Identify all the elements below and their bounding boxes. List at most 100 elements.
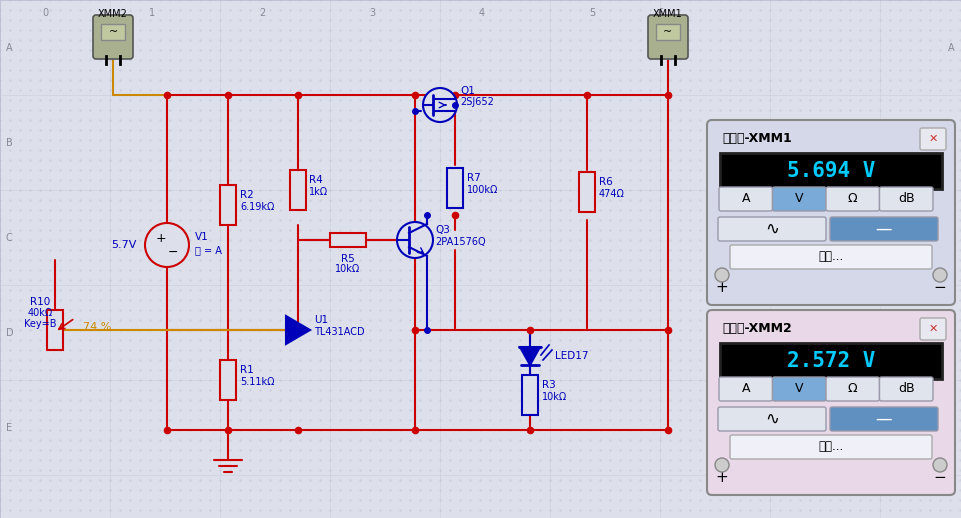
Text: 5: 5	[589, 8, 595, 18]
Bar	[447, 168, 463, 208]
Text: dB: dB	[898, 193, 915, 206]
Text: 100kΩ: 100kΩ	[467, 185, 499, 195]
Text: ~: ~	[663, 27, 673, 37]
FancyBboxPatch shape	[648, 15, 688, 59]
Text: 4: 4	[479, 8, 485, 18]
Text: R1: R1	[240, 365, 254, 375]
Text: 10kΩ: 10kΩ	[335, 264, 360, 274]
Text: Ω: Ω	[848, 193, 857, 206]
Text: 2.572 V: 2.572 V	[787, 351, 875, 371]
Text: 1: 1	[149, 8, 155, 18]
Text: TL431ACD: TL431ACD	[314, 327, 364, 337]
Bar	[720, 153, 942, 189]
Text: −: −	[934, 281, 947, 295]
FancyBboxPatch shape	[730, 435, 932, 459]
FancyBboxPatch shape	[826, 377, 879, 401]
Text: A: A	[742, 193, 750, 206]
Text: Key=B: Key=B	[24, 319, 57, 329]
FancyBboxPatch shape	[920, 318, 946, 340]
Text: Q1: Q1	[460, 86, 475, 96]
Text: 5.694 V: 5.694 V	[787, 161, 875, 181]
FancyBboxPatch shape	[773, 377, 826, 401]
Text: R5: R5	[341, 254, 355, 264]
Text: XMM2: XMM2	[98, 9, 128, 19]
Text: LED17: LED17	[555, 351, 588, 361]
Text: 6.19kΩ: 6.19kΩ	[240, 202, 275, 212]
Text: 40kΩ: 40kΩ	[27, 308, 53, 318]
Text: 6: 6	[657, 8, 663, 18]
Text: B: B	[6, 138, 12, 148]
Text: 10kΩ: 10kΩ	[542, 392, 567, 402]
Text: +: +	[716, 281, 728, 295]
Text: dB: dB	[898, 382, 915, 396]
Text: —: —	[875, 220, 893, 238]
Text: 0: 0	[42, 8, 48, 18]
Circle shape	[933, 268, 947, 282]
Bar	[47, 310, 63, 350]
Text: XMM1: XMM1	[653, 9, 683, 19]
Text: 2PA1576Q: 2PA1576Q	[435, 237, 485, 247]
Text: ∿: ∿	[765, 220, 779, 238]
Text: 万用表-XMM2: 万用表-XMM2	[722, 323, 792, 336]
Text: 设置...: 设置...	[819, 440, 844, 453]
Bar	[656, 24, 680, 40]
Circle shape	[145, 223, 189, 267]
Text: A: A	[6, 43, 12, 53]
Circle shape	[715, 268, 729, 282]
Text: ✕: ✕	[928, 134, 938, 144]
Text: R6: R6	[599, 177, 613, 187]
FancyBboxPatch shape	[879, 187, 933, 211]
Text: 3: 3	[369, 8, 375, 18]
FancyBboxPatch shape	[920, 128, 946, 150]
Text: 5.7V: 5.7V	[111, 240, 137, 250]
Bar	[579, 172, 595, 212]
FancyBboxPatch shape	[719, 187, 773, 211]
Text: Ω: Ω	[848, 382, 857, 396]
Text: R4: R4	[309, 175, 323, 185]
FancyBboxPatch shape	[719, 377, 773, 401]
Bar	[101, 24, 125, 40]
Text: —: —	[875, 410, 893, 428]
Text: D: D	[948, 328, 955, 338]
Text: U1: U1	[314, 315, 328, 325]
Bar	[220, 360, 236, 400]
FancyBboxPatch shape	[830, 217, 938, 241]
Text: 万用表-XMM1: 万用表-XMM1	[722, 133, 792, 146]
Polygon shape	[286, 316, 310, 344]
FancyBboxPatch shape	[773, 187, 826, 211]
Bar	[220, 185, 236, 225]
Text: ∿: ∿	[765, 410, 779, 428]
Text: ✕: ✕	[928, 324, 938, 334]
Text: −: −	[168, 246, 178, 258]
Bar	[290, 170, 306, 210]
Bar	[330, 233, 366, 247]
Text: R2: R2	[240, 190, 254, 200]
FancyBboxPatch shape	[707, 310, 955, 495]
Text: C: C	[949, 233, 955, 243]
Text: D: D	[6, 328, 13, 338]
FancyBboxPatch shape	[93, 15, 133, 59]
Text: A: A	[742, 382, 750, 396]
Text: R10: R10	[30, 297, 50, 307]
Text: 1kΩ: 1kΩ	[309, 187, 328, 197]
Text: C: C	[6, 233, 12, 243]
Bar	[720, 343, 942, 379]
Circle shape	[397, 222, 433, 258]
Text: 2SJ652: 2SJ652	[460, 97, 494, 107]
Text: R3: R3	[542, 380, 555, 390]
Text: 2: 2	[259, 8, 265, 18]
Text: 键 = A: 键 = A	[195, 245, 222, 255]
FancyBboxPatch shape	[830, 407, 938, 431]
FancyBboxPatch shape	[879, 377, 933, 401]
Text: 474Ω: 474Ω	[599, 189, 625, 199]
Text: +: +	[716, 470, 728, 485]
Polygon shape	[520, 347, 540, 365]
Text: V: V	[795, 193, 803, 206]
Text: 设置...: 设置...	[819, 251, 844, 264]
Text: V: V	[795, 382, 803, 396]
Text: Q3: Q3	[435, 225, 450, 235]
Circle shape	[933, 458, 947, 472]
Circle shape	[423, 88, 457, 122]
Text: V1: V1	[195, 232, 209, 242]
Text: B: B	[949, 138, 955, 148]
